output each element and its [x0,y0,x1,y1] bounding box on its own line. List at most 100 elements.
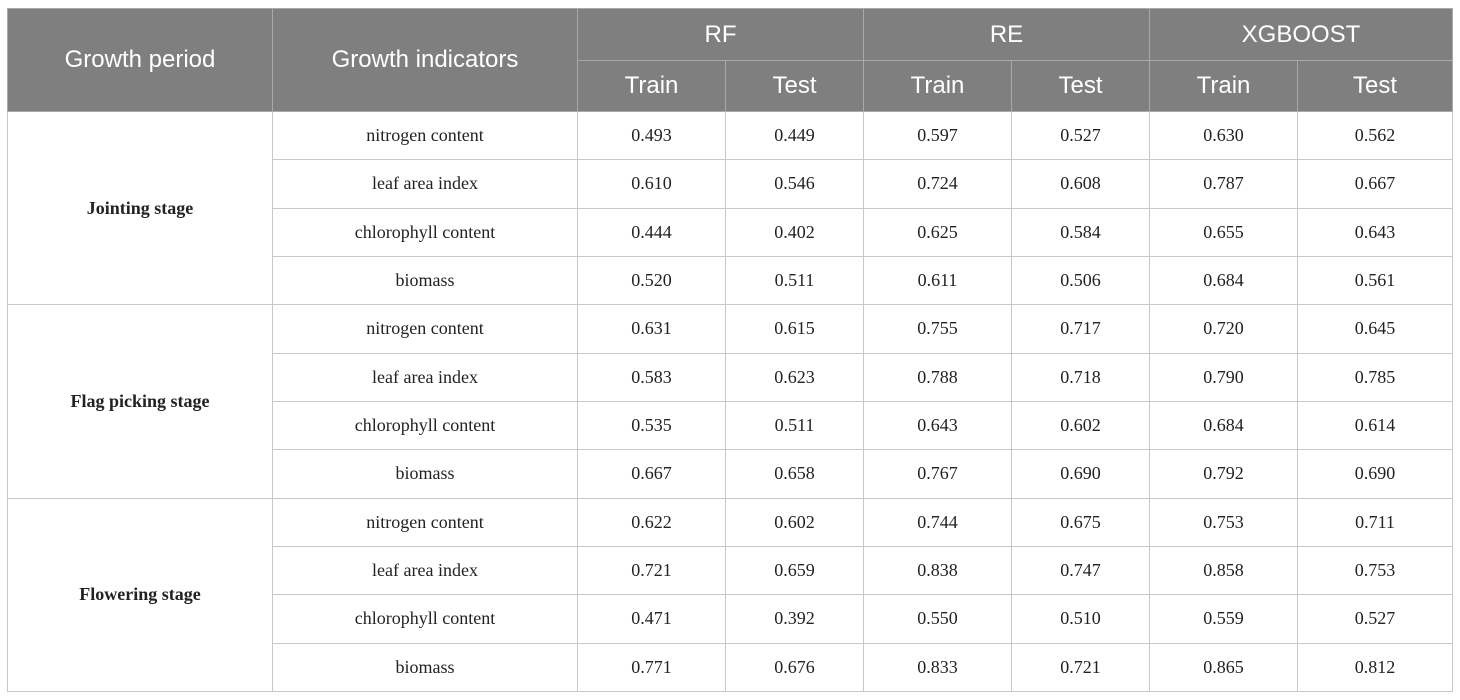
value-cell: 0.838 [863,545,1012,596]
value-cell: 0.643 [863,400,1012,451]
growth-period-cell: Jointing stage [7,110,273,306]
growth-indicator-cell: nitrogen content [272,497,578,547]
value-cell: 0.792 [1149,449,1298,499]
value-cell: 0.655 [1149,207,1298,257]
value-cell: 0.511 [725,400,864,451]
table-row: leaf area index 0.721 0.659 0.838 0.747 0.858… [8,545,1453,596]
growth-indicator-cell: leaf area index [272,159,578,209]
value-cell: 0.610 [577,159,726,209]
table-row: Jointing stage nitrogen content 0.493 0.449… [7,110,1453,306]
value-cell: 0.684 [1149,255,1298,306]
growth-indicator-cell: chlorophyll content [272,594,578,644]
value-cell: 0.747 [1011,545,1150,596]
table-row: biomass 0.771 0.676 0.833 0.721 0.865 0.812 [8,642,1453,693]
growth-indicator-cell: biomass [272,449,578,499]
value-cell: 0.611 [863,255,1012,306]
value-cell: 0.785 [1297,352,1453,402]
value-cell: 0.812 [1297,642,1453,693]
growth-indicator-cell: leaf area index [272,545,578,596]
value-cell: 0.865 [1149,642,1298,693]
value-cell: 0.550 [863,594,1012,644]
value-cell: 0.753 [1297,545,1453,596]
value-cell: 0.506 [1011,255,1150,306]
value-cell: 0.625 [863,207,1012,257]
header-growth-indicators: Growth indicators [272,8,578,112]
value-cell: 0.630 [1149,110,1298,161]
value-cell: 0.858 [1149,545,1298,596]
growth-indicator-cell: nitrogen content [272,110,578,161]
growth-indicator-cell: chlorophyll content [272,207,578,257]
value-cell: 0.658 [725,449,864,499]
value-cell: 0.771 [577,642,726,693]
value-cell: 0.833 [863,642,1012,693]
value-cell: 0.527 [1011,110,1150,161]
value-cell: 0.614 [1297,400,1453,451]
growth-indicator-cell: biomass [272,642,578,693]
value-cell: 0.559 [1149,594,1298,644]
value-cell: 0.667 [577,449,726,499]
value-cell: 0.444 [577,207,726,257]
table-row: chlorophyll content 0.471 0.392 0.550 0.510 0… [8,594,1453,644]
value-cell: 0.790 [1149,352,1298,402]
value-cell: 0.767 [863,449,1012,499]
value-cell: 0.659 [725,545,864,596]
value-cell: 0.645 [1297,304,1453,354]
growth-period-cell: Flag picking stage [7,304,273,499]
value-cell: 0.597 [863,110,1012,161]
value-cell: 0.643 [1297,207,1453,257]
header-model-xgboost: XGBOOST [1149,8,1453,61]
value-cell: 0.753 [1149,497,1298,547]
value-cell: 0.449 [725,110,864,161]
value-cell: 0.788 [863,352,1012,402]
value-cell: 0.623 [725,352,864,402]
value-cell: 0.520 [577,255,726,306]
growth-indicator-cell: leaf area index [272,352,578,402]
value-cell: 0.711 [1297,497,1453,547]
value-cell: 0.602 [725,497,864,547]
value-cell: 0.527 [1297,594,1453,644]
value-cell: 0.493 [577,110,726,161]
table-header: Growth period Growth indicators RF RE XG… [7,8,1453,112]
value-cell: 0.755 [863,304,1012,354]
value-cell: 0.535 [577,400,726,451]
value-cell: 0.622 [577,497,726,547]
header-model-re: RE [863,8,1150,61]
value-cell: 0.787 [1149,159,1298,209]
value-cell: 0.721 [577,545,726,596]
growth-indicator-cell: chlorophyll content [272,400,578,451]
table-row: Flag picking stage nitrogen content 0.631 0… [7,304,1453,499]
table-row: leaf area index 0.610 0.546 0.724 0.608 0.787… [8,159,1453,209]
value-cell: 0.717 [1011,304,1150,354]
value-cell: 0.684 [1149,400,1298,451]
value-cell: 0.402 [725,207,864,257]
value-cell: 0.744 [863,497,1012,547]
value-cell: 0.608 [1011,159,1150,209]
header-model-rf: RF [577,8,864,61]
value-cell: 0.724 [863,159,1012,209]
value-cell: 0.562 [1297,110,1453,161]
value-cell: 0.584 [1011,207,1150,257]
table-row: chlorophyll content 0.444 0.402 0.625 0.584 0… [8,207,1453,257]
value-cell: 0.690 [1011,449,1150,499]
value-cell: 0.471 [577,594,726,644]
header-re-train: Train [863,60,1012,112]
header-rf-test: Test [725,60,864,112]
value-cell: 0.392 [725,594,864,644]
value-cell: 0.511 [725,255,864,306]
value-cell: 0.667 [1297,159,1453,209]
table-body: Jointing stage nitrogen content 0.493 0.449… [7,110,1453,693]
growth-indicator-cell: nitrogen content [272,304,578,354]
value-cell: 0.676 [725,642,864,693]
value-cell: 0.615 [725,304,864,354]
growth-indicator-cell: biomass [272,255,578,306]
header-re-test: Test [1011,60,1150,112]
header-xgboost-train: Train [1149,60,1298,112]
table-row: Flowering stage nitrogen content 0.622 0.60… [7,497,1453,693]
header-xgboost-test: Test [1297,60,1453,112]
value-cell: 0.602 [1011,400,1150,451]
value-cell: 0.583 [577,352,726,402]
value-cell: 0.690 [1297,449,1453,499]
value-cell: 0.561 [1297,255,1453,306]
table-row: chlorophyll content 0.535 0.511 0.643 0.602 0… [8,400,1453,451]
value-cell: 0.718 [1011,352,1150,402]
